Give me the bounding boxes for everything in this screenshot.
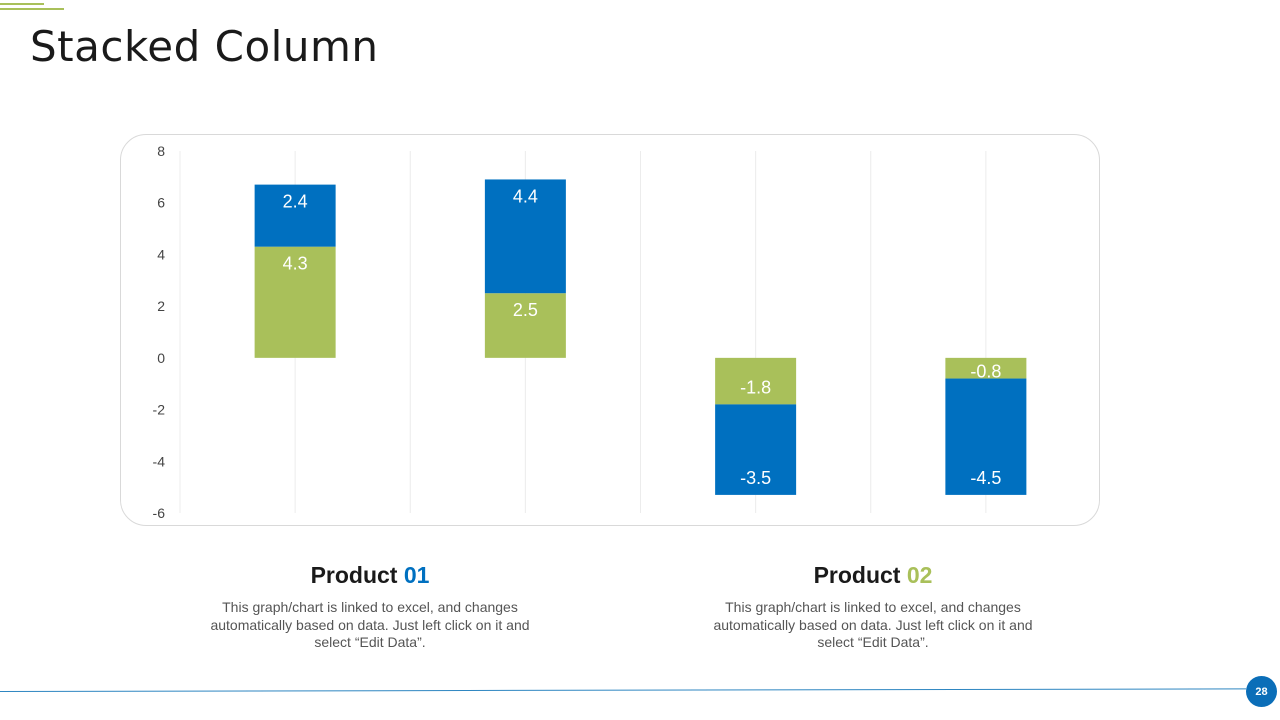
- product-02-heading: Product 02: [708, 562, 1038, 589]
- bar-segment: [484, 179, 566, 294]
- accent-line-bottom: [0, 8, 64, 10]
- bar-segment: [715, 357, 797, 405]
- product-02-description: This graph/chart is linked to excel, and…: [713, 599, 1033, 650]
- y-tick-label: -2: [153, 402, 166, 418]
- data-label: 4.3: [283, 254, 308, 274]
- data-label: -3.5: [740, 468, 771, 488]
- y-tick-label: 8: [157, 143, 165, 159]
- footer-line: [0, 688, 1246, 692]
- product-02-block: Product 02 This graph/chart is linked to…: [708, 562, 1038, 652]
- y-tick-label: 2: [157, 298, 165, 314]
- bar-segment: [945, 357, 1027, 379]
- bar-segment: [254, 246, 336, 358]
- bar-segment: [715, 404, 797, 495]
- data-label: 4.4: [513, 186, 538, 206]
- data-label: 2.5: [513, 300, 538, 320]
- data-label: -0.8: [970, 362, 1001, 382]
- y-tick-label: -6: [153, 505, 166, 521]
- y-tick-label: -4: [153, 453, 166, 469]
- product-02-label: Product: [813, 562, 907, 588]
- product-01-number: 01: [403, 562, 430, 588]
- bar-segment: [254, 184, 336, 247]
- chart-container: 8 6 4 2 0 -2 -4 -6 4.3 2.4 2.5 4.4 -1.8 -3.5 -0.8 -4.5: [120, 134, 1100, 526]
- product-02-number: 02: [906, 562, 933, 588]
- bar-segment: [484, 293, 566, 358]
- y-tick-label: 0: [157, 350, 165, 366]
- product-01-label: Product: [310, 562, 404, 588]
- slide-title: Stacked Column: [30, 22, 379, 71]
- product-01-block: Product 01 This graph/chart is linked to…: [205, 562, 535, 652]
- y-tick-label: 4: [157, 246, 165, 262]
- page-number-badge: 28: [1246, 676, 1277, 707]
- bar-segment: [945, 378, 1027, 495]
- data-label: 2.4: [283, 192, 308, 212]
- y-tick-label: 6: [157, 195, 165, 211]
- data-label: -4.5: [970, 468, 1001, 488]
- product-01-description: This graph/chart is linked to excel, and…: [210, 599, 530, 650]
- product-01-heading: Product 01: [205, 562, 535, 589]
- stacked-column-chart: 8 6 4 2 0 -2 -4 -6 4.3 2.4 2.5 4.4 -1.8 -3.5 -0.8 -4.5: [153, 143, 1027, 521]
- accent-line-top: [0, 3, 44, 5]
- data-label: -1.8: [740, 377, 771, 397]
